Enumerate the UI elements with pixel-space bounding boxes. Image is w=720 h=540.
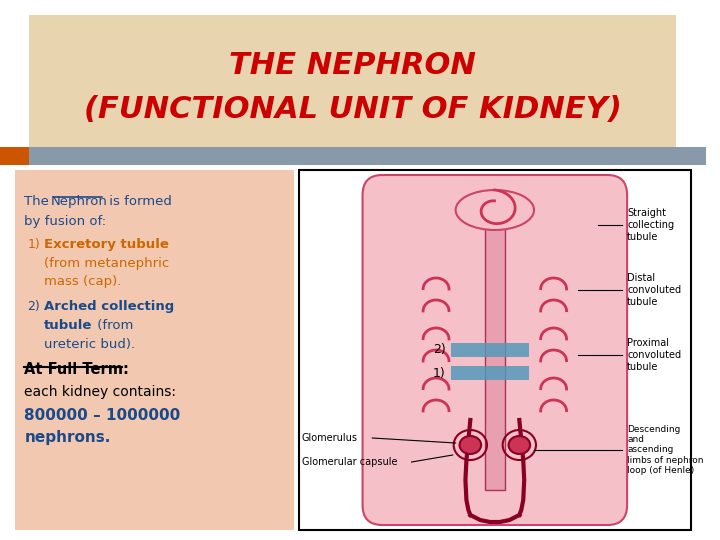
- FancyBboxPatch shape: [363, 175, 627, 525]
- Text: At Full Term:: At Full Term:: [24, 362, 130, 377]
- Text: 800000 – 1000000: 800000 – 1000000: [24, 408, 181, 423]
- Text: Arched collecting: Arched collecting: [44, 300, 174, 313]
- Text: by fusion of:: by fusion of:: [24, 215, 107, 228]
- Text: Straight
collecting
tubule: Straight collecting tubule: [627, 208, 674, 241]
- Text: 2): 2): [433, 343, 446, 356]
- Text: (from: (from: [93, 319, 133, 332]
- Text: tubule: tubule: [44, 319, 92, 332]
- Ellipse shape: [508, 436, 530, 454]
- Text: (FUNCTIONAL UNIT OF KIDNEY): (FUNCTIONAL UNIT OF KIDNEY): [84, 96, 621, 125]
- Bar: [14, 170, 294, 530]
- FancyBboxPatch shape: [451, 343, 529, 357]
- Text: 1): 1): [433, 367, 446, 380]
- Text: THE NEPHRON: THE NEPHRON: [229, 51, 476, 79]
- Bar: [299, 170, 690, 530]
- Text: Proximal
convoluted
tubule: Proximal convoluted tubule: [627, 339, 681, 372]
- Text: 2): 2): [27, 300, 40, 313]
- Text: nephrons.: nephrons.: [24, 430, 111, 445]
- Text: Excretory tubule: Excretory tubule: [44, 238, 169, 251]
- Text: Distal
convoluted
tubule: Distal convoluted tubule: [627, 273, 681, 307]
- Text: Glomerulus: Glomerulus: [302, 433, 358, 443]
- FancyBboxPatch shape: [451, 366, 529, 380]
- Bar: [0, 147, 706, 165]
- Text: mass (cap).: mass (cap).: [44, 275, 122, 288]
- Text: Descending
and
ascending
limbs of nephron
loop (of Henle): Descending and ascending limbs of nephro…: [627, 424, 703, 475]
- Ellipse shape: [456, 190, 534, 230]
- Text: The: The: [24, 195, 53, 208]
- Text: (from metanephric: (from metanephric: [44, 257, 169, 270]
- Text: 1): 1): [27, 238, 40, 251]
- Text: each kidney contains:: each kidney contains:: [24, 385, 176, 399]
- Bar: [0, 147, 30, 165]
- FancyBboxPatch shape: [30, 15, 676, 150]
- Text: is formed: is formed: [105, 195, 172, 208]
- Ellipse shape: [459, 436, 481, 454]
- Text: Glomerular capsule: Glomerular capsule: [302, 457, 397, 467]
- Bar: [485, 210, 505, 490]
- Text: Nephron: Nephron: [51, 195, 108, 208]
- Text: ureteric bud).: ureteric bud).: [44, 338, 135, 351]
